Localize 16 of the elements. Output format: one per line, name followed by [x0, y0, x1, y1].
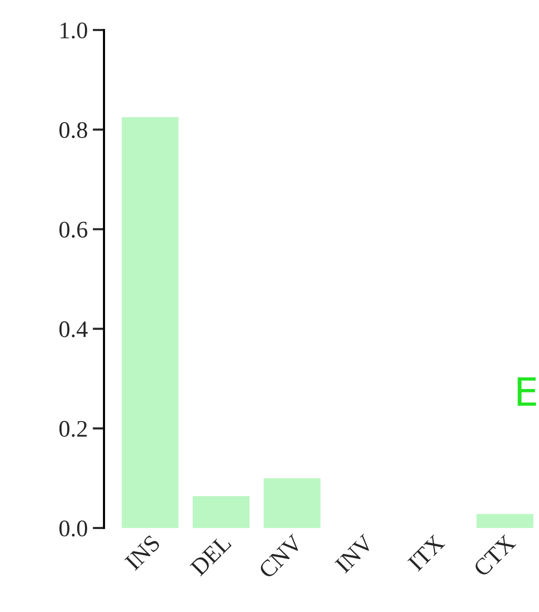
x-tick-label: ITX — [407, 534, 446, 572]
y-tick-label: 1.0 — [60, 22, 88, 39]
y-tick-label: 0.8 — [59, 122, 88, 138]
x-tick-label: CTX — [472, 534, 516, 578]
x-tick-label: INV — [334, 534, 375, 574]
bar — [192, 496, 250, 528]
y-tick-label: 0.4 — [59, 321, 88, 338]
x-tick-label: INS — [124, 534, 161, 571]
bar — [122, 117, 179, 528]
bar — [264, 478, 320, 528]
x-tick-label: DEL — [190, 534, 232, 576]
y-tick-label: 0.0 — [59, 520, 88, 537]
bar — [476, 514, 534, 528]
y-tick-label: 0.6 — [59, 222, 88, 238]
y-tick-label: 0.2 — [59, 420, 87, 437]
annotation: E — [518, 377, 536, 406]
